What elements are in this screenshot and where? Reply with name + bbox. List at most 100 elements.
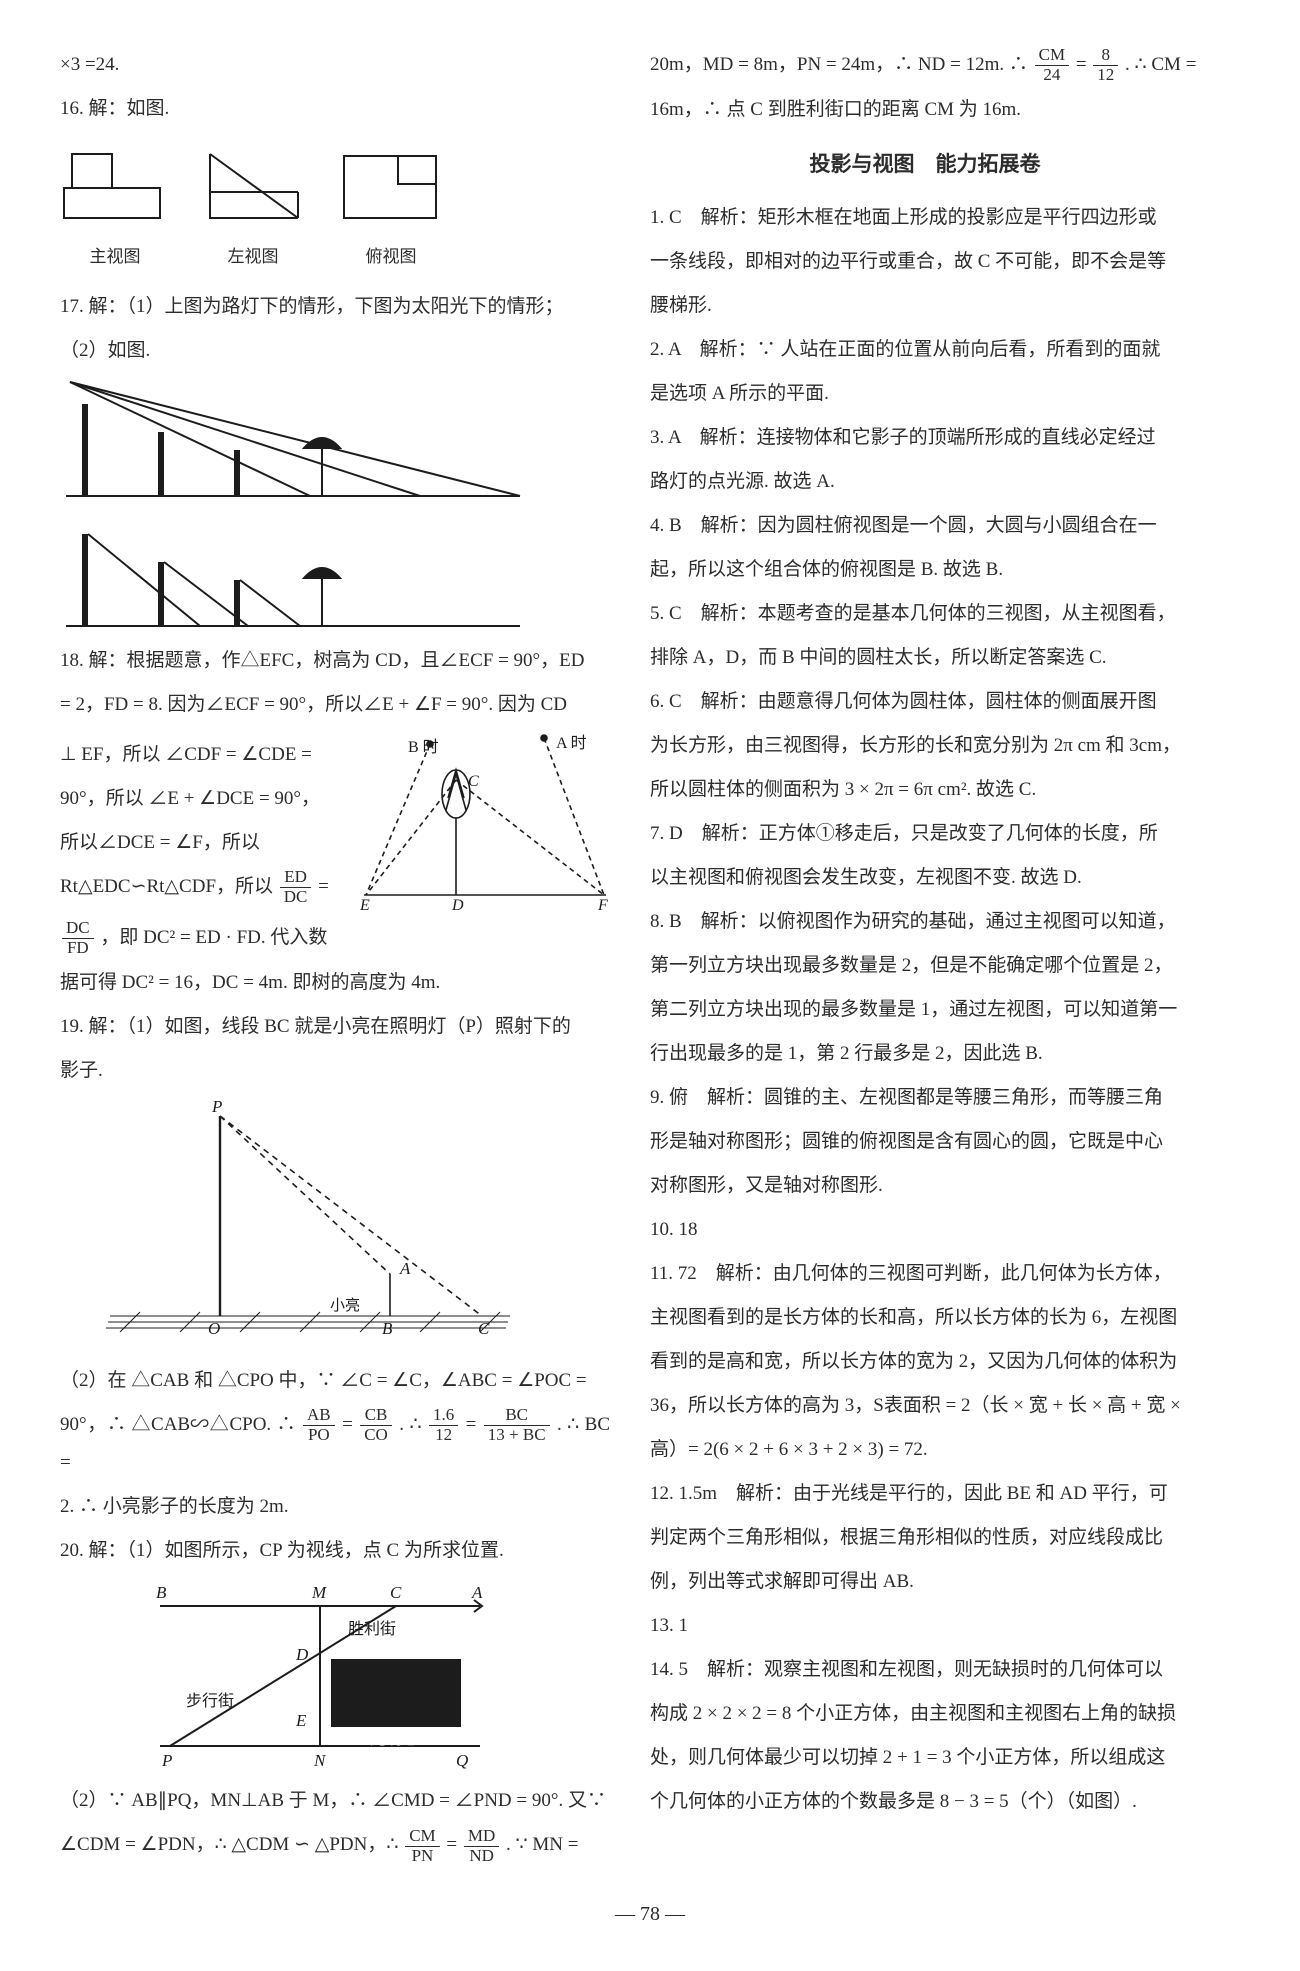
label-C18: C	[468, 773, 479, 790]
fig16-captions: 主视图 左视图 俯视图	[60, 240, 610, 274]
f20-D: D	[295, 1645, 309, 1664]
r-q1b: 一条线段，即相对的边平行或重合，故 C 不可能，即不会是等	[650, 243, 1200, 281]
t19b-m2: . ∴	[399, 1414, 427, 1435]
r-q2b: 是选项 A 所示的平面.	[650, 375, 1200, 413]
text-18h: 据可得 DC² = 16，DC = 4m. 即树的高度为 4m.	[60, 964, 610, 1002]
r-q11e: 高）= 2(6 × 2 + 6 × 3 + 2 × 3) = 72.	[650, 1431, 1200, 1469]
r-q14c: 处，则几何体最少可以切掉 2 + 1 = 3 个小正方体，所以组成这	[650, 1739, 1200, 1777]
r-q8b: 第一列立方块出现最多数量是 2，但是不能确定哪个位置是 2，	[650, 947, 1200, 985]
text-17-2: （2）如图.	[60, 332, 610, 370]
f20-C: C	[390, 1583, 402, 1602]
r-q9c: 对称图形，又是轴对称图形.	[650, 1167, 1200, 1205]
frac-cb-co: CBCO	[360, 1406, 392, 1444]
fig20-icon: B M C A D E P N Q 步行街 胜利街 光明巷	[120, 1576, 520, 1776]
r-q8d: 行出现最多的是 1，第 2 行最多是 2，因此选 B.	[650, 1035, 1200, 1073]
r-q12c: 例，列出等式求解即可得出 AB.	[650, 1563, 1200, 1601]
text-20: 20. 解：（1）如图所示，CP 为视线，点 C 为所求位置.	[60, 1532, 610, 1570]
label-P: P	[211, 1097, 222, 1116]
frac-ab-po: ABPO	[303, 1406, 335, 1444]
text-20-2a: （2）∵ AB∥PQ，MN⊥AB 于 M，∴ ∠CMD = ∠PND = 90°…	[60, 1782, 610, 1820]
r-q11d: 36，所以长方体的高为 3，S表面积 = 2（长 × 宽 + 长 × 高 + 宽…	[650, 1387, 1200, 1425]
r-q5b: 排除 A，D，而 B 中间的圆柱太长，所以断定答案选 C.	[650, 639, 1200, 677]
f20-B: B	[156, 1583, 167, 1602]
text-19-2c: 2. ∴ 小亮影子的长度为 2m.	[60, 1488, 610, 1526]
left-column: ×3 =24. 16. 解：如图.	[60, 40, 610, 1871]
section-title: 投影与视图 能力拓展卷	[650, 143, 1200, 185]
page: ×3 =24. 16. 解：如图.	[0, 0, 1300, 1891]
text-18d: 90°，所以 ∠E + ∠DCE = 90°，	[60, 780, 342, 818]
r-q6a: 6. C 解析：由题意得几何体为圆柱体，圆柱体的侧面展开图	[650, 683, 1200, 721]
text-17-1: 17. 解：（1）上图为路灯下的情形，下图为太阳光下的情形；	[60, 288, 610, 326]
r-q3a: 3. A 解析：连接物体和它影子的顶端所形成的直线必定经过	[650, 419, 1200, 457]
r-p1: 20m，MD = 8m，PN = 24m，∴ ND = 12m. ∴ CM24 …	[650, 46, 1200, 85]
text-18f-pre: Rt△EDC∽Rt△CDF，所以	[60, 876, 278, 897]
fig17-icon	[60, 376, 530, 636]
text-15tail: ×3 =24.	[60, 46, 610, 84]
label-Atime: A 时	[556, 734, 587, 752]
label-F18: F	[597, 897, 608, 910]
caption-top: 俯视图	[336, 240, 446, 274]
r-q7b: 以主视图和俯视图会发生改变，左视图不变. 故选 D.	[650, 859, 1200, 897]
f20-P: P	[161, 1751, 172, 1770]
f20-Q: Q	[456, 1751, 468, 1770]
text-19-2a: （2）在 △CAB 和 △CPO 中，∵ ∠C = ∠C，∠ABC = ∠POC…	[60, 1362, 610, 1400]
text-18g: DCFD ，即 DC² = ED · FD. 代入数	[60, 919, 610, 958]
text-20-2b: ∠CDM = ∠PDN，∴ △CDM ∽ △PDN，∴ CMPN = MDND …	[60, 1826, 610, 1865]
r-q9b: 形是轴对称图形；圆锥的俯视图是含有圆心的圆，它既是中心	[650, 1123, 1200, 1161]
t19b-m1: =	[342, 1414, 358, 1435]
r-q12a: 12. 1.5m 解析：由于光线是平行的，因此 BE 和 AD 平行，可	[650, 1475, 1200, 1513]
label-xiaoliang: 小亮	[330, 1297, 360, 1314]
fig19-icon: P O A B C 小亮	[90, 1096, 530, 1356]
text-19b: 影子.	[60, 1052, 610, 1090]
text-19-2b: 90°，∴ △CAB∽△CPO. ∴ ABPO = CBCO . ∴ 1.612…	[60, 1406, 610, 1483]
r-q2a: 2. A 解析：∵ 人站在正面的位置从前向后看，所看到的面就	[650, 331, 1200, 369]
t20b-pre: ∠CDM = ∠PDN，∴ △CDM ∽ △PDN，∴	[60, 1834, 403, 1855]
r-p1-post: . ∴ CM =	[1125, 54, 1196, 75]
r-q6b: 为长方形，由三视图得，长方形的长和宽分别为 2π cm 和 3cm，	[650, 727, 1200, 765]
f20-win: 胜利街	[348, 1620, 396, 1638]
frac-cm-pn: CMPN	[405, 1827, 439, 1865]
r-p2: 16m，∴ 点 C 到胜利街口的距离 CM 为 16m.	[650, 91, 1200, 129]
f20-walk: 步行街	[186, 1692, 234, 1710]
fig16-row	[60, 142, 610, 232]
r-q6c: 所以圆柱体的侧面积为 3 × 2π = 6π cm². 故选 C.	[650, 771, 1200, 809]
r-q8c: 第二列立方块出现的最多数量是 1，通过左视图，可以知道第一	[650, 991, 1200, 1029]
text-18c: ⊥ EF，所以 ∠CDF = ∠CDE =	[60, 736, 342, 774]
r-q4a: 4. B 解析：因为圆柱俯视图是一个圆，大圆与小圆组合在一	[650, 507, 1200, 545]
text-18f: Rt△EDC∽Rt△CDF，所以 EDDC =	[60, 868, 342, 907]
label-D18: D	[451, 897, 464, 910]
r-p1-pre: 20m，MD = 8m，PN = 24m，∴ ND = 12m. ∴	[650, 54, 1033, 75]
f20-E: E	[295, 1711, 307, 1730]
fig16-left-icon	[198, 142, 308, 232]
r-q10: 10. 18	[650, 1211, 1200, 1249]
r-q3b: 路灯的点光源. 故选 A.	[650, 463, 1200, 501]
frac-bc-13bc: BC13 + BC	[484, 1406, 550, 1444]
text-18a: 18. 解：根据题意，作△EFC，树高为 CD，且∠ECF = 90°，ED	[60, 642, 610, 680]
f20-N: N	[313, 1751, 327, 1770]
label-E18: E	[360, 897, 370, 910]
f20-light: 光明巷	[370, 1730, 418, 1748]
r-p1-mid: =	[1076, 54, 1091, 75]
page-number: — 78 —	[0, 1891, 1300, 1950]
r-q14a: 14. 5 解析：观察主视图和左视图，则无缺损时的几何体可以	[650, 1651, 1200, 1689]
t19b-pre: 90°，∴ △CAB∽△CPO. ∴	[60, 1414, 301, 1435]
text-16: 16. 解：如图.	[60, 90, 610, 128]
r-q1c: 腰梯形.	[650, 287, 1200, 325]
r-q14d: 个几何体的小正方体的个数最多是 8 − 3 = 5（个）（如图）.	[650, 1783, 1200, 1821]
label-O: O	[208, 1319, 220, 1338]
r-q7a: 7. D 解析：正方体①移走后，只是改变了几何体的长度，所	[650, 815, 1200, 853]
frac-md-nd: MDND	[464, 1827, 499, 1865]
text-18g-post: ，即 DC² = ED · FD. 代入数	[100, 927, 327, 948]
r-q9a: 9. 俯 解析：圆锥的主、左视图都是等腰三角形，而等腰三角	[650, 1079, 1200, 1117]
label-A19: A	[399, 1259, 411, 1278]
text-18b: = 2，FD = 8. 因为∠ECF = 90°，所以∠E + ∠F = 90°…	[60, 686, 610, 724]
r-q11c: 看到的是高和宽，所以长方体的宽为 2，又因为几何体的体积为	[650, 1343, 1200, 1381]
block-18-wrap: ⊥ EF，所以 ∠CDF = ∠CDE = 90°，所以 ∠E + ∠DCE =…	[60, 730, 610, 913]
caption-front: 主视图	[60, 240, 170, 274]
t20b-post: . ∵ MN =	[506, 1834, 578, 1855]
text-19a: 19. 解：（1）如图，线段 BC 就是小亮在照明灯（P）照射下的	[60, 1008, 610, 1046]
frac-dc-fd: DCFD	[62, 919, 94, 957]
text-18e: 所以∠DCE = ∠F，所以	[60, 824, 342, 862]
frac-cm-24: CM24	[1035, 46, 1069, 84]
r-q11a: 11. 72 解析：由几何体的三视图可判断，此几何体为长方体，	[650, 1255, 1200, 1293]
